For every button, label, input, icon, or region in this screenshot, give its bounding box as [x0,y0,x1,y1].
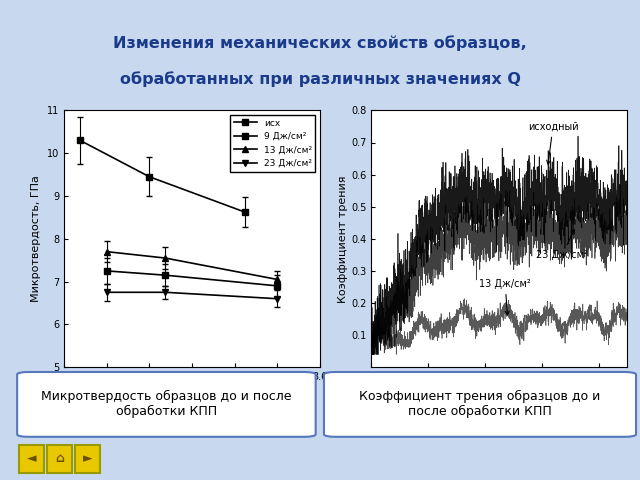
FancyBboxPatch shape [75,445,100,472]
Y-axis label: Коэффициент трения: Коэффициент трения [338,175,348,302]
FancyBboxPatch shape [19,445,44,472]
FancyBboxPatch shape [47,445,72,472]
Text: 13 Дж/см²: 13 Дж/см² [479,279,531,315]
X-axis label: Длина пути трения, м: Длина пути трения, м [435,388,564,397]
Text: обработанных при различных значениях Q: обработанных при различных значениях Q [120,71,520,87]
FancyBboxPatch shape [17,372,316,437]
FancyBboxPatch shape [324,372,636,437]
Y-axis label: Микротвердость, ГПа: Микротвердость, ГПа [31,175,42,302]
Legend: исх, 9 Дж/см², 13 Дж/см², 23 Дж/см²: исх, 9 Дж/см², 13 Дж/см², 23 Дж/см² [230,115,316,172]
Text: Изменения механических свойств образцов,: Изменения механических свойств образцов, [113,36,527,51]
Text: 23 Дж/см²: 23 Дж/см² [536,229,588,260]
Text: ◄: ◄ [27,452,36,465]
X-axis label: Глубина индентирования, мкм: Глубина индентирования, мкм [101,388,283,397]
Text: ►: ► [83,452,92,465]
Text: ⌂: ⌂ [55,452,64,465]
Text: Микротвердость образцов до и после
обработки КПП: Микротвердость образцов до и после обраб… [41,390,292,419]
Text: исходный: исходный [527,121,579,164]
Text: Коэффициент трения образцов до и
после обработки КПП: Коэффициент трения образцов до и после о… [360,390,600,419]
